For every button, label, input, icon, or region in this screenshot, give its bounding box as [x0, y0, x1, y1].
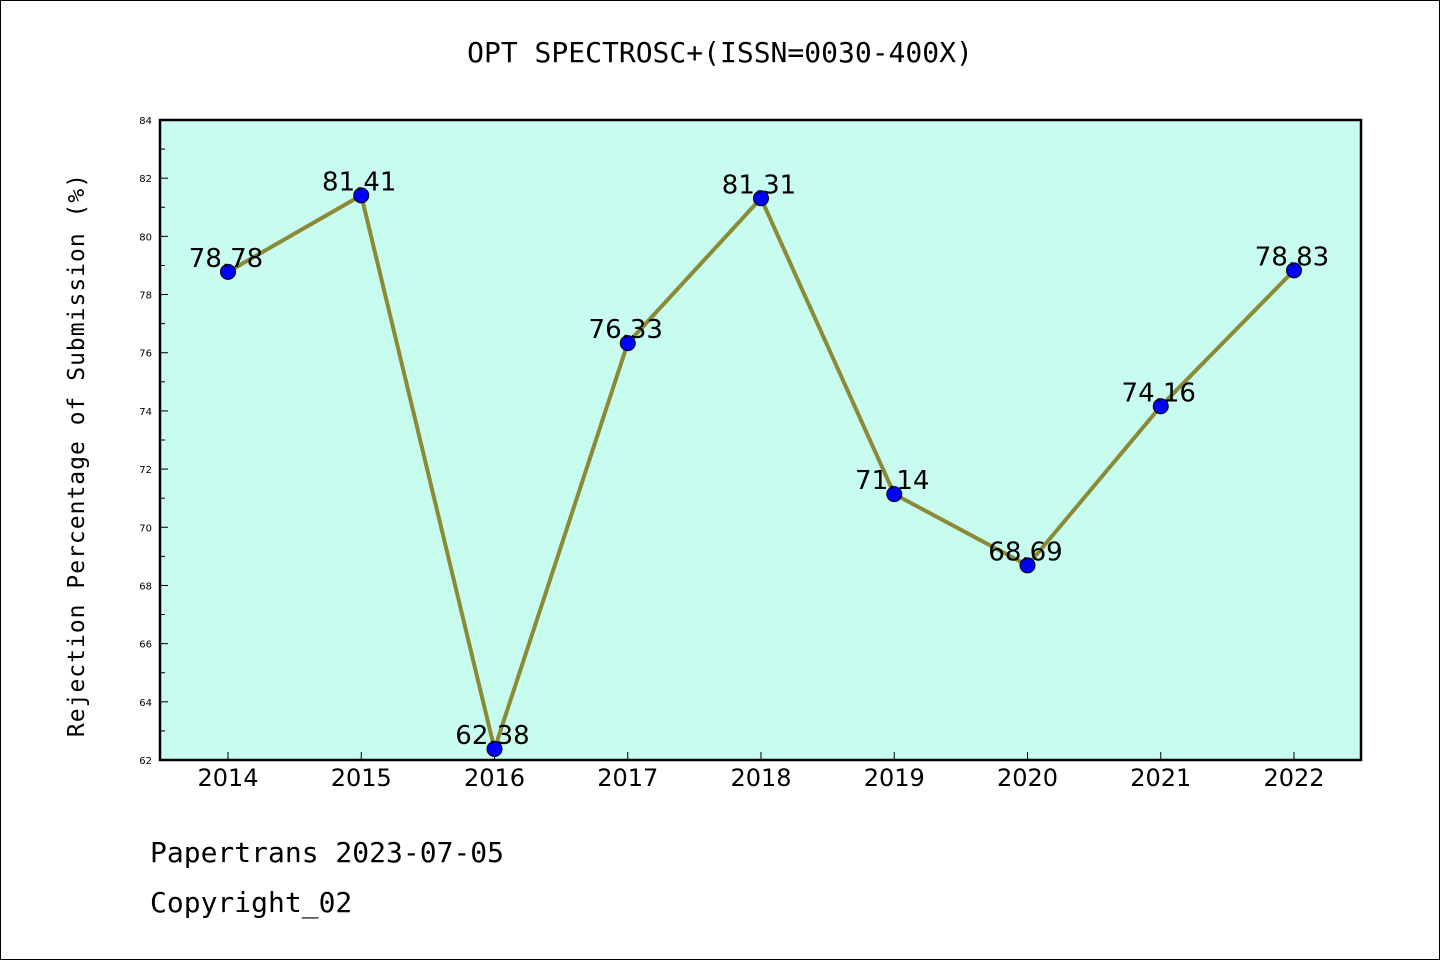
y-tick-label: 66 — [139, 640, 152, 651]
x-axis-ticks: 2014 2015 2016 2017 2018 2019 2020 2021 2022 — [197, 752, 1325, 792]
data-label: 81.41 — [322, 167, 396, 197]
footer-papertrans: Papertrans 2023-07-05 — [150, 836, 505, 869]
data-label: 78.78 — [189, 244, 263, 274]
x-tick-label: 2016 — [464, 764, 525, 792]
y-tick-label: 64 — [139, 698, 152, 709]
data-point — [220, 263, 236, 280]
y-tick-label: 78 — [139, 291, 152, 302]
chart-title: OPT SPECTROSC+(ISSN=0030-400X) — [467, 36, 973, 69]
plot-area — [158, 118, 1363, 762]
x-tick-label: 2017 — [597, 764, 658, 792]
data-points — [220, 187, 1302, 757]
y-tick-label: 70 — [139, 523, 152, 534]
y-tick-label: 62 — [139, 756, 152, 767]
y-tick-label: 82 — [139, 174, 152, 185]
x-tick-label: 2015 — [331, 764, 392, 792]
data-point — [486, 740, 503, 757]
x-tick-label: 2018 — [730, 764, 791, 792]
y-tick-label: 74 — [139, 407, 152, 418]
y-tick-label: 68 — [139, 581, 152, 592]
data-labels: 78.78 81.41 62.38 76.33 81.31 71.14 68.69 74.16… — [189, 167, 1329, 751]
data-point — [1152, 398, 1169, 415]
x-tick-label: 2021 — [1130, 764, 1191, 792]
data-point — [753, 190, 769, 207]
y-tick-label: 80 — [139, 232, 152, 243]
y-tick-label: 72 — [139, 465, 152, 476]
y-tick-label: 84 — [139, 116, 152, 127]
data-label: 68.69 — [988, 537, 1062, 567]
y-axis-ticks: 62 64 66 68 70 72 74 76 78 80 82 84 — [139, 116, 168, 767]
x-tick-label: 2019 — [864, 764, 925, 792]
data-label: 78.83 — [1255, 242, 1329, 272]
x-tick-label: 2014 — [197, 764, 258, 792]
data-point — [1286, 262, 1302, 279]
data-label: 76.33 — [589, 315, 663, 345]
x-tick-label: 2020 — [997, 764, 1058, 792]
data-point — [619, 335, 636, 352]
data-point — [1019, 557, 1036, 574]
data-point — [886, 486, 903, 503]
data-label: 62.38 — [455, 721, 529, 751]
footer-copyright: Copyright_02 — [150, 886, 353, 919]
data-label: 74.16 — [1122, 378, 1196, 408]
data-point — [353, 187, 370, 204]
data-label: 71.14 — [855, 466, 929, 496]
x-tick-label: 2022 — [1263, 764, 1324, 792]
y-tick-label: 76 — [139, 349, 152, 360]
data-label: 81.31 — [722, 170, 796, 200]
y-axis-label: Rejection Percentage of Submission (%) — [64, 173, 90, 737]
